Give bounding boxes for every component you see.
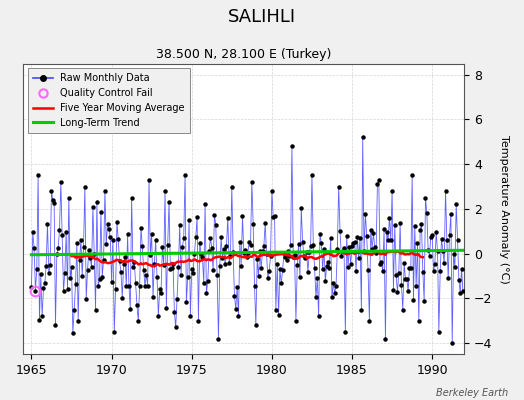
Title: 38.500 N, 28.100 E (Turkey): 38.500 N, 28.100 E (Turkey) <box>156 48 332 61</box>
Text: SALIHLI: SALIHLI <box>228 8 296 26</box>
Y-axis label: Temperature Anomaly (°C): Temperature Anomaly (°C) <box>499 134 509 283</box>
Legend: Raw Monthly Data, Quality Control Fail, Five Year Moving Average, Long-Term Tren: Raw Monthly Data, Quality Control Fail, … <box>28 68 190 133</box>
Text: Berkeley Earth: Berkeley Earth <box>436 388 508 398</box>
